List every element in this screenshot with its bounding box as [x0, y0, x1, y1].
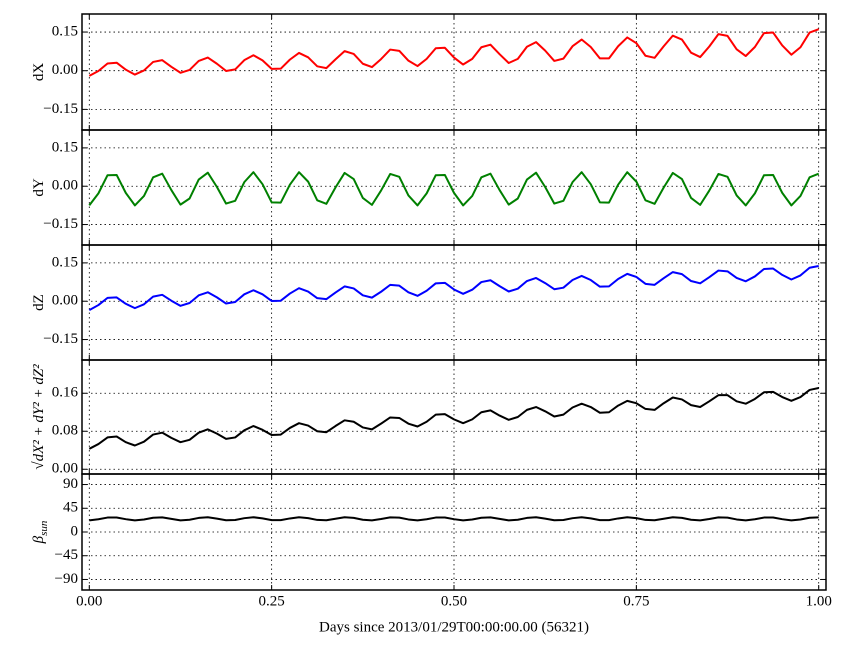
data-line [88, 387, 819, 450]
y-axis-label-text: β [31, 535, 47, 544]
data-line [89, 516, 819, 522]
y-tick-label: −45 [55, 547, 78, 563]
y-axis-label-text: dZ [31, 294, 47, 311]
axes-frame [81, 244, 827, 361]
axes-frame [81, 359, 827, 475]
y-tick-label: 0.00 [52, 62, 78, 78]
data-line [88, 171, 820, 207]
y-axis-label-text: dY [31, 178, 47, 197]
panel: −90 −45 0 45 90 0.00 0.25 0.50 0.75 1.00 βsun Days … [31, 473, 832, 635]
y-axis-label: dY [31, 178, 47, 197]
axes-frame [81, 473, 827, 591]
panel: −0.15 0.00 0.15 dX [31, 13, 827, 131]
y-axis-label-sub: sun [38, 520, 50, 536]
y-axis-label-text: dX [31, 63, 47, 82]
y-tick-label: −90 [55, 571, 78, 587]
x-tick-label: 0.50 [441, 593, 467, 609]
panel: −0.15 0.00 0.15 dY [31, 129, 827, 246]
panel: −0.15 0.00 0.15 dZ [31, 244, 827, 361]
y-tick-label: 0.15 [52, 23, 78, 39]
y-tick-label: −0.15 [43, 331, 78, 347]
y-axis-label-text: √dX² + dY² + dZ² [31, 364, 47, 470]
y-tick-label: 0.00 [52, 461, 78, 477]
y-tick-label: −0.15 [43, 216, 78, 232]
axes-frame [81, 129, 827, 246]
y-tick-label: 0.15 [52, 139, 78, 155]
x-tick-label: 0.25 [259, 593, 285, 609]
y-tick-label: 0.15 [52, 254, 78, 270]
y-tick-label: −0.15 [43, 101, 78, 117]
y-tick-label: 0.00 [52, 178, 78, 194]
data-line [88, 264, 819, 312]
y-axis-label: βsun [31, 520, 49, 544]
y-axis-label: dZ [31, 294, 47, 311]
x-tick-label: 0.00 [76, 593, 102, 609]
x-tick-label: 0.75 [623, 593, 649, 609]
x-tick-label: 1.00 [806, 593, 832, 609]
y-tick-label: 0 [71, 523, 79, 539]
y-tick-label: 0.08 [52, 423, 78, 439]
y-axis-label: √dX² + dY² + dZ² [31, 364, 47, 470]
data-line [88, 28, 820, 77]
x-axis-label: Days since 2013/01/29T00:00:00.00 (56321… [319, 619, 589, 635]
y-tick-label: 45 [63, 500, 78, 516]
panel: 0.00 0.08 0.16 √dX² + dY² + dZ² [31, 359, 827, 477]
y-tick-label: 0.16 [52, 385, 79, 401]
y-tick-label: 0.00 [52, 293, 78, 309]
y-tick-label: 90 [63, 476, 78, 492]
axes-frame [81, 13, 827, 131]
y-axis-label: dX [31, 63, 47, 82]
